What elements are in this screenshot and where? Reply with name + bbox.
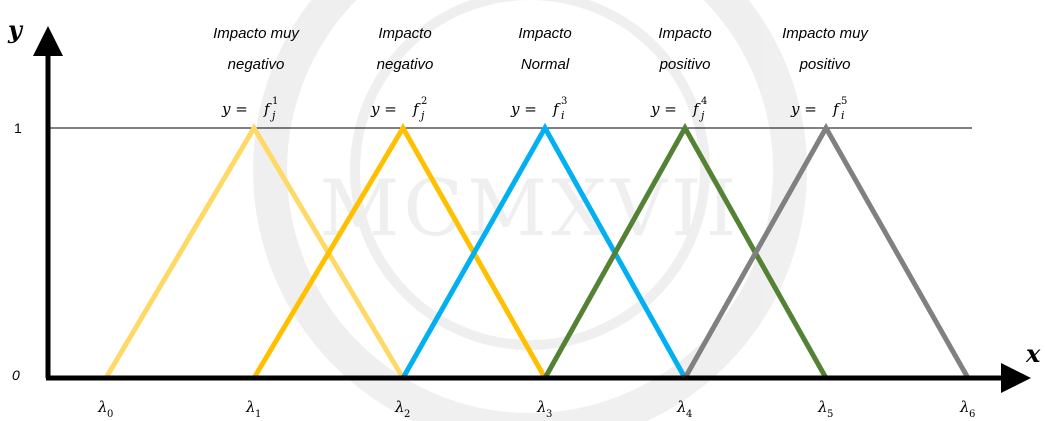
lambda-subscript-0: 0 bbox=[107, 409, 113, 420]
formula-lhs: y = bbox=[221, 100, 248, 118]
svg-text:MCMXVII: MCMXVII bbox=[320, 164, 741, 254]
lambda-subscript-6: 6 bbox=[969, 409, 975, 420]
y-axis-label: y bbox=[7, 15, 24, 44]
lambda-label-4: λ bbox=[676, 398, 687, 416]
formula-lhs: y = bbox=[370, 100, 397, 118]
membership-triangle-5 bbox=[682, 122, 971, 380]
y-tick-one: 1 bbox=[14, 120, 22, 136]
formula-subscript: j bbox=[418, 109, 425, 122]
formula-superscript: 3 bbox=[561, 96, 567, 107]
formula-function: f bbox=[692, 100, 701, 118]
formula-lhs: y = bbox=[650, 100, 677, 118]
category-label-line2: Normal bbox=[521, 56, 570, 73]
category-label-line2: positivo bbox=[659, 56, 711, 73]
formula-subscript: j bbox=[698, 109, 705, 122]
formula-function: f bbox=[552, 100, 561, 118]
formula-function: f bbox=[412, 100, 421, 118]
lambda-label-6: λ bbox=[959, 398, 970, 416]
formula-subscript: i bbox=[561, 109, 565, 122]
lambda-subscript-4: 4 bbox=[686, 409, 692, 420]
category-label-line2: negativo bbox=[228, 56, 285, 73]
category-labels: Impacto muy negativo Impacto negativo Impact… bbox=[213, 25, 869, 73]
lambda-label-3: λ bbox=[536, 398, 547, 416]
formula-function: f bbox=[263, 100, 272, 118]
lambda-label-0: λ bbox=[97, 398, 108, 416]
formula-superscript: 1 bbox=[272, 96, 278, 107]
membership-triangle-4 bbox=[542, 122, 829, 380]
category-label-line2: negativo bbox=[377, 56, 434, 73]
lambda-subscript-1: 1 bbox=[255, 409, 261, 420]
formula-superscript: 5 bbox=[841, 96, 847, 107]
formula-superscript: 2 bbox=[421, 96, 427, 107]
lambda-label-2: λ bbox=[394, 398, 405, 416]
category-label-line1: Impacto muy bbox=[213, 25, 300, 42]
category-label-line2: positivo bbox=[799, 56, 851, 73]
formula-lhs: y = bbox=[790, 100, 817, 118]
formula-labels: y = f j1 y = f j2 y = f i3 y = f j4 y = f i5 bbox=[221, 96, 847, 122]
category-label-line1: Impacto bbox=[378, 25, 431, 42]
membership-triangle-1 bbox=[103, 123, 406, 380]
category-label-line1: Impacto bbox=[518, 25, 571, 42]
lambda-label-5: λ bbox=[817, 398, 828, 416]
formula-function: f bbox=[832, 100, 841, 118]
membership-functions bbox=[103, 122, 971, 380]
lambda-label-1: λ bbox=[245, 398, 256, 416]
membership-triangle-3 bbox=[400, 122, 688, 380]
formula-lhs: y = bbox=[510, 100, 537, 118]
lambda-subscript-2: 2 bbox=[404, 409, 410, 420]
category-label-line1: Impacto bbox=[658, 25, 711, 42]
watermark-seal: MCMXVII bbox=[253, 0, 807, 421]
category-label-line1: Impacto muy bbox=[782, 25, 869, 42]
formula-subscript: j bbox=[269, 109, 276, 122]
lambda-subscript-3: 3 bbox=[546, 409, 552, 420]
y-tick-zero: 0 bbox=[12, 367, 20, 383]
lambda-subscript-5: 5 bbox=[827, 409, 833, 420]
formula-subscript: i bbox=[841, 109, 845, 122]
formula-superscript: 4 bbox=[701, 96, 707, 107]
x-axis-label: x bbox=[1025, 339, 1041, 368]
membership-triangle-2 bbox=[251, 123, 548, 380]
